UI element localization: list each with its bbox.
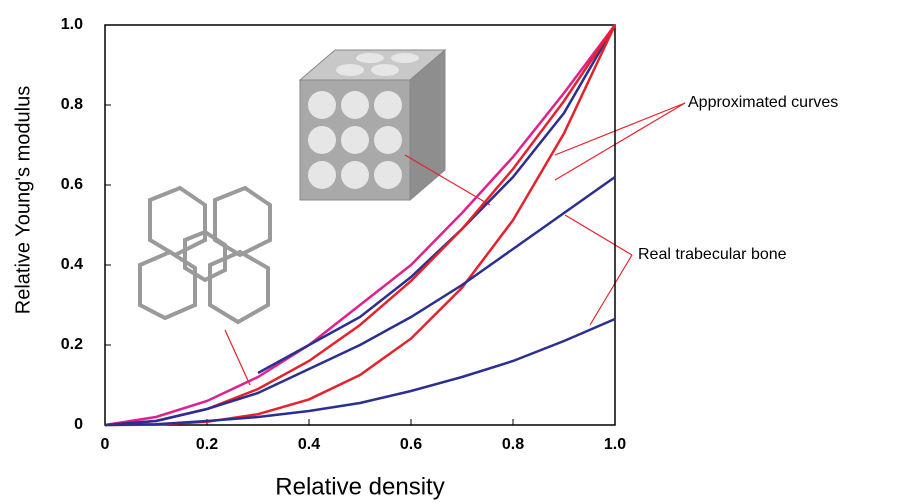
curve xyxy=(257,24,617,375)
x-tick-label: 0.4 xyxy=(298,436,320,453)
x-tick-label: 0.2 xyxy=(196,436,218,453)
y-tick-label: 0.4 xyxy=(61,256,83,273)
curve xyxy=(104,24,616,427)
y-tick-label: 0 xyxy=(74,416,83,433)
curve xyxy=(104,175,616,427)
pointer-lines xyxy=(224,102,686,386)
cube-illustration xyxy=(298,48,447,202)
x-tick-label: 0.8 xyxy=(502,436,524,453)
annotation: Real trabecular bone xyxy=(638,246,787,263)
y-tick-label: 0.6 xyxy=(61,176,83,193)
curve xyxy=(104,317,616,427)
plot-frame xyxy=(104,24,616,426)
x-tick-label: 0.6 xyxy=(400,436,422,453)
x-axis-title: Relative density xyxy=(275,473,444,500)
annotation: Approximated curves xyxy=(688,94,838,111)
x-tick-label: 0 xyxy=(101,436,110,453)
y-tick-label: 0.2 xyxy=(61,336,83,353)
x-tick-label: 1.0 xyxy=(604,436,626,453)
y-axis-title: Relative Young's modulus xyxy=(12,86,34,314)
y-tick-label: 0.8 xyxy=(61,96,83,113)
y-tick-label: 1.0 xyxy=(61,16,83,33)
lattice-illustration xyxy=(138,185,272,325)
